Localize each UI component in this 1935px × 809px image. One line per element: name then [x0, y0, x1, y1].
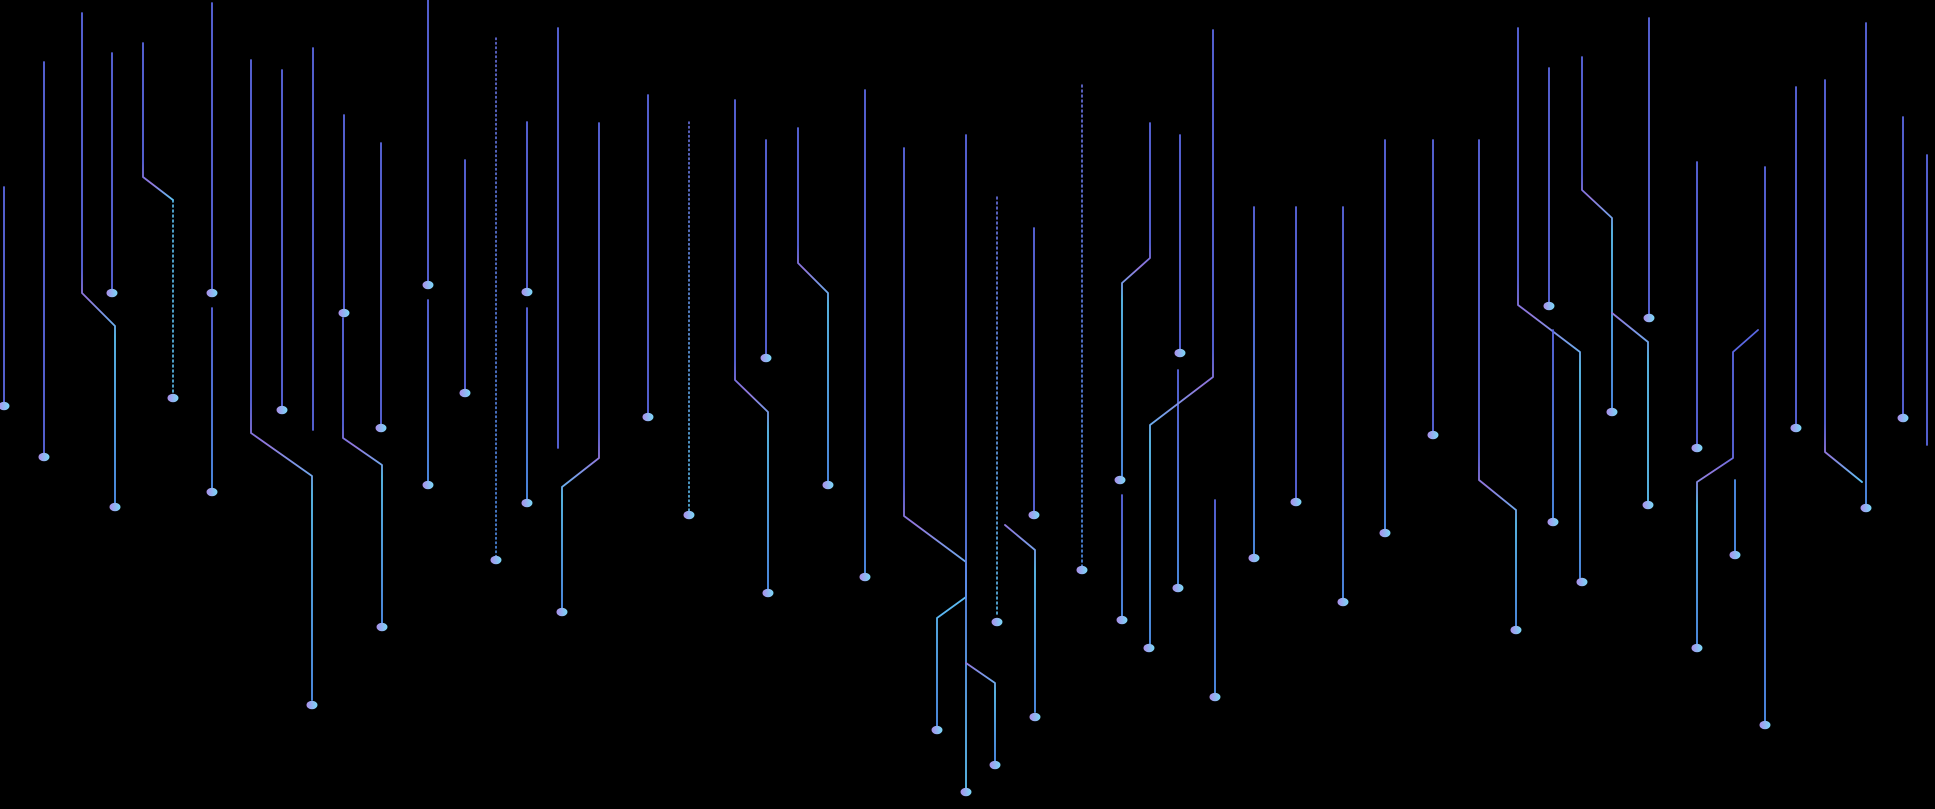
trace-line [1824, 79, 1863, 483]
trace-end-dot [762, 588, 774, 598]
trace-end-dot [989, 760, 1001, 770]
trace-end-dot [521, 498, 533, 508]
trace-end-dot [38, 452, 50, 462]
trace-end-dot [1143, 643, 1155, 653]
trace-end-dot [1172, 583, 1184, 593]
trace-line [342, 317, 383, 624]
trace-end-dot [1116, 615, 1128, 625]
trace-end-dot [1729, 550, 1741, 560]
trace-end-dot [306, 700, 318, 710]
trace-end-dot [167, 393, 179, 403]
trace-line [250, 59, 313, 701]
trace-end-dot [276, 405, 288, 415]
trace-line [734, 99, 769, 590]
trace-end-dot [206, 487, 218, 497]
trace-end-dot [1691, 643, 1703, 653]
trace-line [81, 12, 116, 504]
trace-end-dot [338, 308, 350, 318]
trace-end-dot [642, 412, 654, 422]
trace-end-dot [0, 401, 10, 411]
trace-end-dot [1114, 475, 1126, 485]
trace-end-dot [521, 287, 533, 297]
trace-end-dot [1174, 348, 1186, 358]
trace-end-dot [991, 617, 1003, 627]
trace-end-dot [1543, 301, 1555, 311]
trace-line [1121, 122, 1151, 477]
trace-end-dot [206, 288, 218, 298]
trace-end-dot [859, 572, 871, 582]
trace-end-dot [376, 622, 388, 632]
trace-line [903, 147, 967, 727]
trace-end-dot [1606, 407, 1618, 417]
trace-end-dot [1290, 497, 1302, 507]
trace-end-dot [1691, 443, 1703, 453]
trace-end-dot [1337, 597, 1349, 607]
trace-end-dot [1076, 565, 1088, 575]
trace-end-dot [1028, 510, 1040, 520]
trace-end-dot [109, 502, 121, 512]
trace-end-dot [1897, 413, 1909, 423]
trace-end-dot [1248, 553, 1260, 563]
trace-end-dot [375, 423, 387, 433]
trace-end-dot [1379, 528, 1391, 538]
trace-end-dot [556, 607, 568, 617]
trace-end-dot [1759, 720, 1771, 730]
trace-end-dot [822, 480, 834, 490]
trace-end-dot [422, 280, 434, 290]
trace-line [1696, 329, 1759, 645]
trace-end-dot [490, 555, 502, 565]
trace-end-dot [1029, 712, 1041, 722]
trace-line [1478, 139, 1517, 627]
trace-end-dot [422, 480, 434, 490]
trace-end-dot [459, 388, 471, 398]
trace-end-dot [1643, 313, 1655, 323]
trace-line [1611, 312, 1649, 502]
trace-end-dot [1547, 517, 1559, 527]
trace-end-dot [1576, 577, 1588, 587]
trace-end-dot [1510, 625, 1522, 635]
trace-end-dot [1427, 430, 1439, 440]
trace-line [561, 122, 600, 609]
trace-end-dot [1790, 423, 1802, 433]
trace-end-dot [1860, 503, 1872, 513]
trace-line [1517, 27, 1581, 579]
trace-end-dot [1209, 692, 1221, 702]
trace-end-dot [760, 353, 772, 363]
trace-line [1004, 524, 1036, 713]
trace-end-dot [960, 787, 972, 797]
trace-end-dot [683, 510, 695, 520]
trace-line [1581, 56, 1613, 409]
trace-line [797, 127, 829, 482]
trace-end-dot [1642, 500, 1654, 510]
trace-line [142, 42, 174, 201]
trace-end-dot [931, 725, 943, 735]
trace-line [965, 662, 996, 762]
trace-end-dot [106, 288, 118, 298]
trace-line [1149, 29, 1214, 645]
